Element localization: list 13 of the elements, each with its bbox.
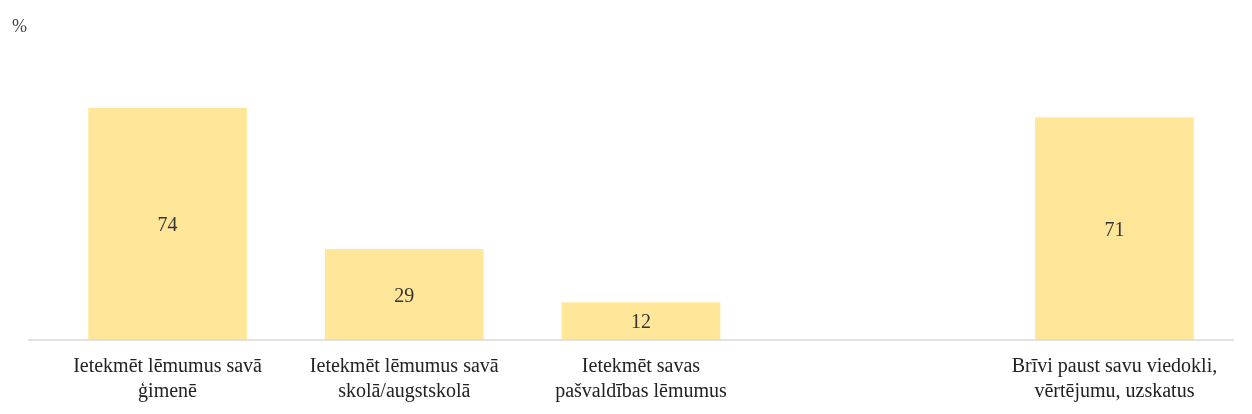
bar — [324, 249, 484, 340]
x-tick-label: Ietekmēt lēmumus savā skolā/augstskolā — [309, 354, 499, 402]
x-tick-label: Ietekmēt lēmumus savā ģimenē — [73, 354, 263, 402]
x-tick-label: Brīvi paust savu viedokli, vērtējumu, uzskatus — [1011, 354, 1218, 402]
y-axis-title: % — [12, 16, 27, 36]
bar — [561, 302, 721, 340]
bar — [88, 108, 247, 340]
data-label: 74 — [157, 213, 178, 235]
data-label: 12 — [631, 310, 651, 333]
x-tick-label: Ietekmēt savas pašvaldības lēmumus — [555, 354, 728, 402]
data-label: 71 — [1104, 217, 1125, 240]
bar — [1035, 117, 1194, 340]
data-label: 29 — [394, 283, 415, 306]
